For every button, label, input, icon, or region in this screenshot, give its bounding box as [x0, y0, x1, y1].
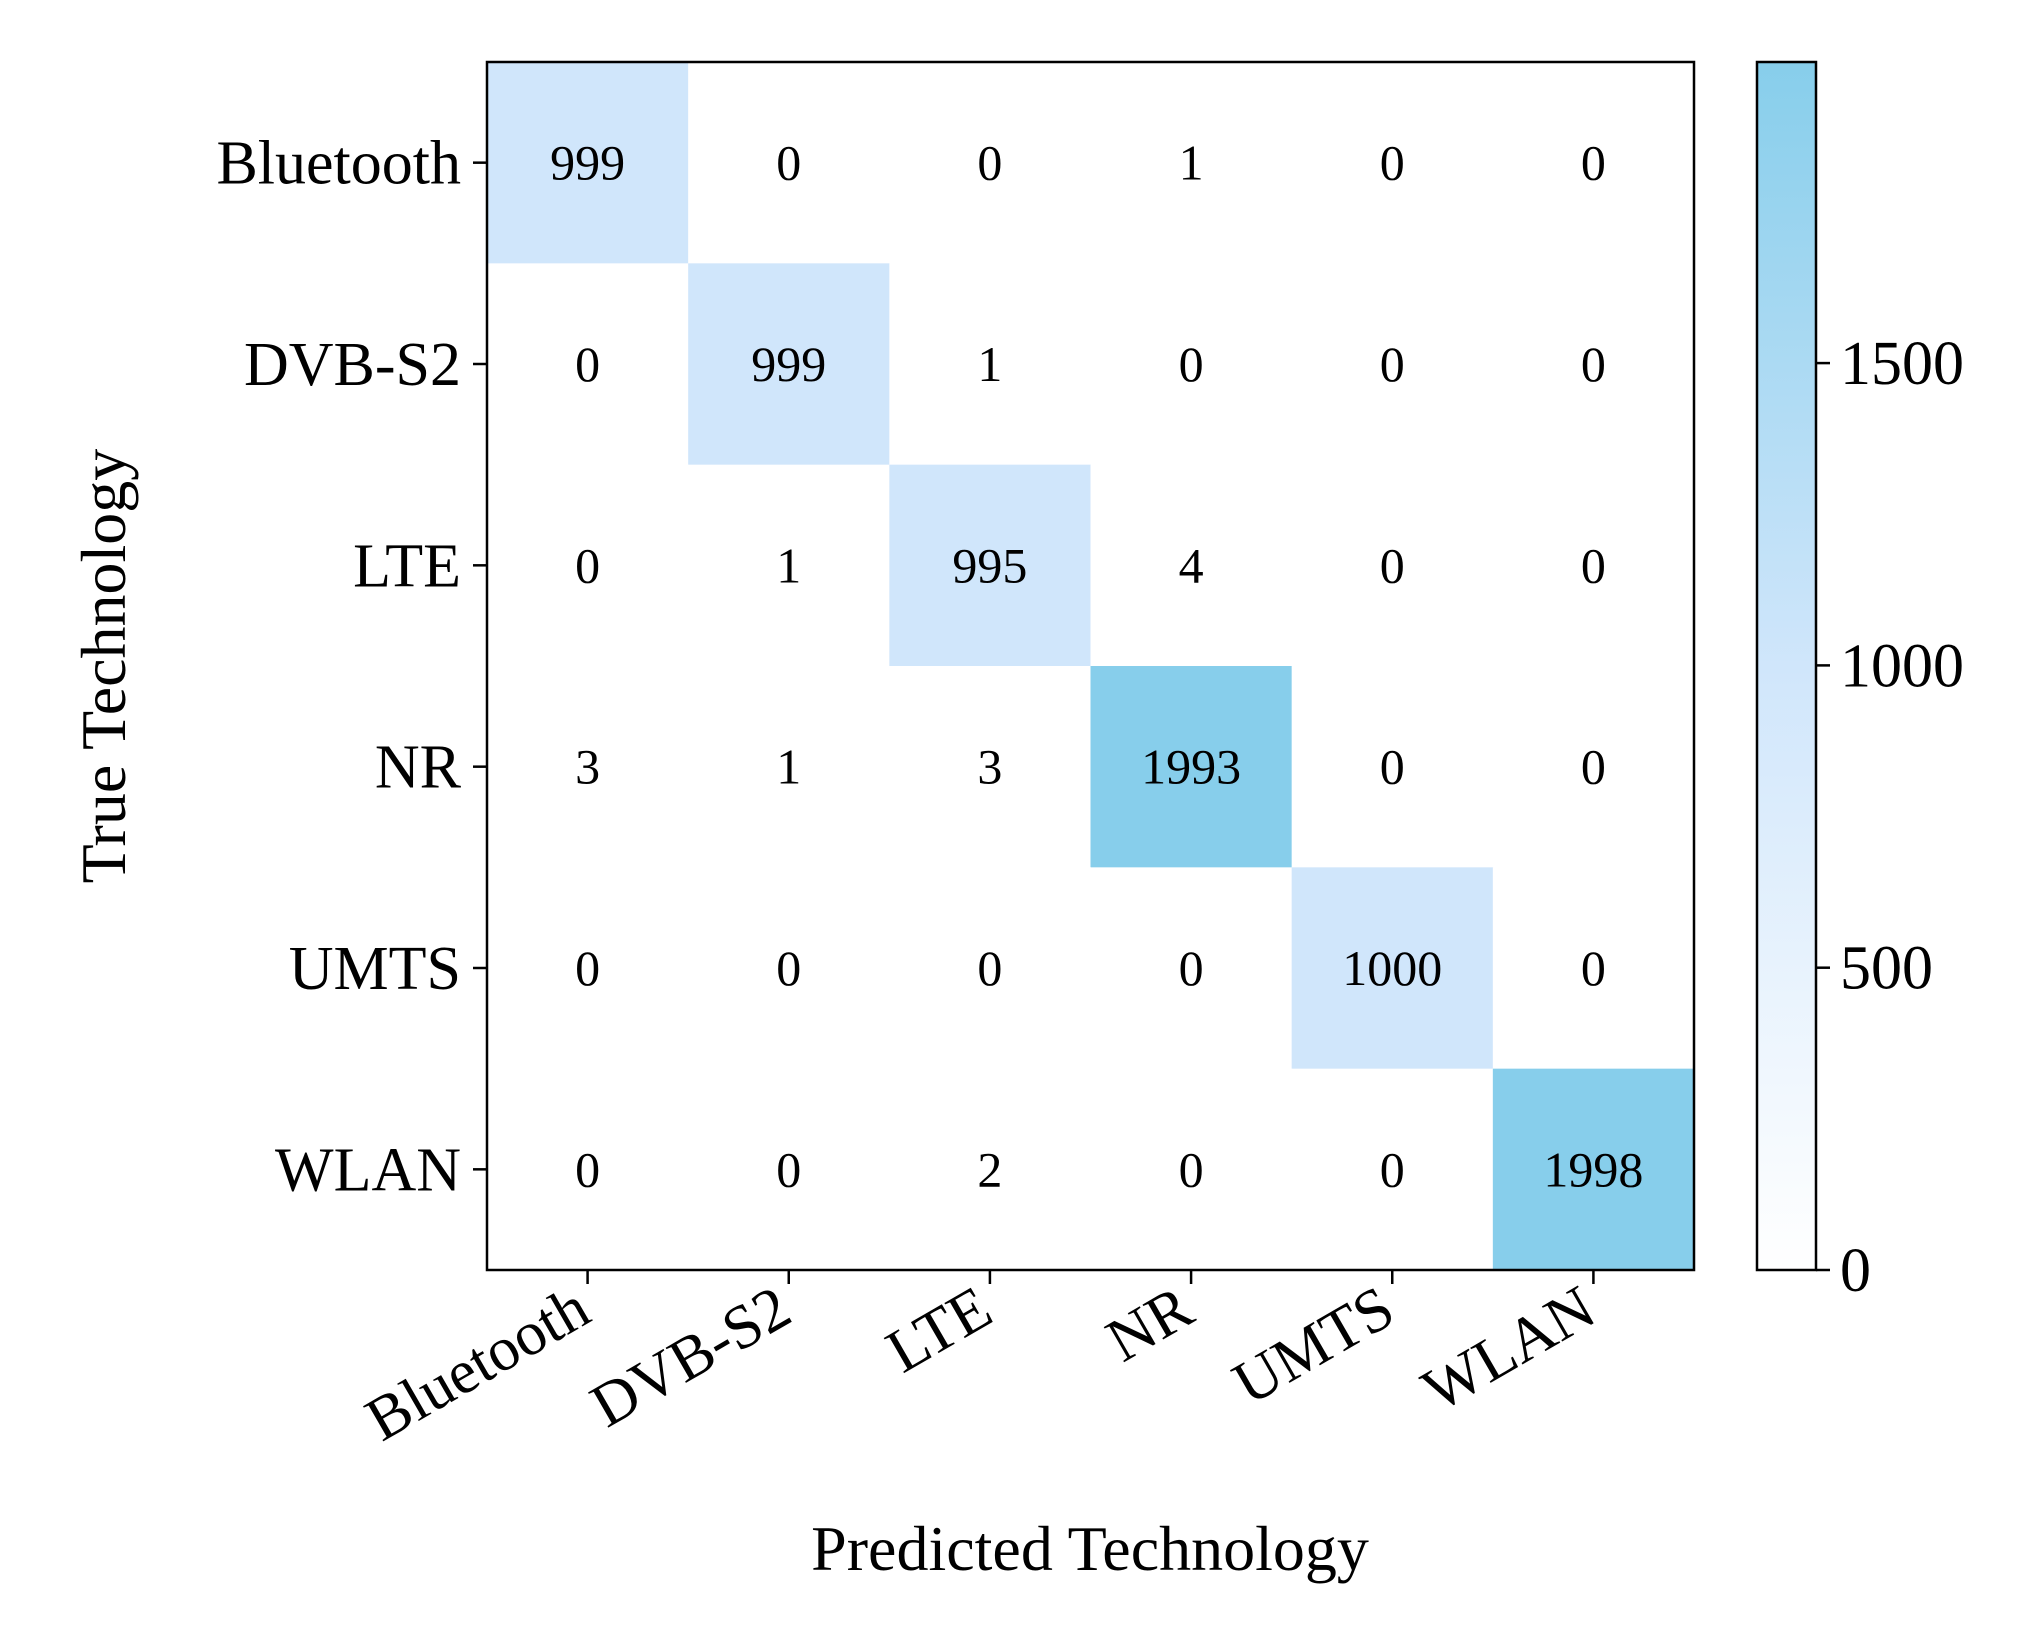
heatmap-cell — [688, 464, 890, 667]
x-axis-label: Predicted Technology — [811, 1513, 1369, 1584]
cell-value-label: 0 — [1179, 336, 1204, 392]
cell-value-label: 995 — [952, 537, 1027, 593]
colorbar — [1755, 60, 1818, 1272]
heatmap-cell — [688, 1068, 890, 1271]
heatmap-cell — [1090, 464, 1293, 667]
cell-value-label: 1 — [776, 537, 801, 593]
cell-value-label: 0 — [575, 537, 600, 593]
heatmap-cell — [688, 62, 890, 264]
colorbar-tick-label: 500 — [1840, 935, 1933, 1003]
y-axis-label: True Technology — [68, 449, 139, 884]
heatmap-cell — [688, 666, 890, 868]
y-tick-label: Bluetooth — [216, 130, 461, 198]
x-tick-label: LTE — [875, 1273, 1002, 1386]
x-tick-label: Bluetooth — [355, 1273, 601, 1454]
cell-value-label: 0 — [1581, 940, 1606, 996]
cell-value-label: 999 — [550, 135, 625, 191]
heatmap-cell — [1090, 62, 1293, 264]
colorbar-tick-label: 1000 — [1840, 632, 1964, 700]
heatmap-cell — [1090, 666, 1293, 868]
heatmap-cell — [688, 263, 890, 466]
colorbar-tick-label: 0 — [1840, 1237, 1871, 1305]
cell-value-label: 3 — [977, 739, 1002, 795]
y-tick-label: LTE — [353, 532, 461, 600]
cell-value-label: 2 — [977, 1141, 1002, 1197]
y-tick-label: NR — [375, 734, 462, 802]
x-tick-label: WLAN — [1411, 1273, 1606, 1425]
heatmap-cell — [1492, 464, 1695, 667]
heatmap-cell — [487, 263, 689, 466]
y-tick-label: UMTS — [289, 935, 461, 1003]
cell-value-label: 0 — [1380, 739, 1405, 795]
y-tick-label: DVB-S2 — [244, 331, 461, 399]
heatmap-cell — [487, 666, 689, 868]
cell-value-label: 0 — [1581, 739, 1606, 795]
cell-value-label: 1993 — [1141, 739, 1241, 795]
cell-value-label: 1 — [776, 739, 801, 795]
cell-value-label: 4 — [1179, 537, 1204, 593]
cell-value-label: 0 — [1380, 336, 1405, 392]
heatmap-cell — [1090, 1068, 1293, 1271]
heatmap-cell — [1291, 867, 1494, 1070]
heatmap-cell — [487, 464, 689, 667]
cell-value-label: 0 — [1380, 537, 1405, 593]
heatmap-cell — [889, 62, 1091, 264]
heatmap-cell — [889, 666, 1091, 868]
heatmap-cell — [1291, 62, 1494, 264]
heatmap-cells: 999 0 0 1 0 00 999 1 0 0 00 1 995 4 0 03 1 3 1993 0 00 0 0 0 100… — [487, 62, 1695, 1271]
heatmap-cell — [487, 867, 689, 1070]
x-tick-label: UMTS — [1222, 1273, 1405, 1418]
x-tick-label: NR — [1095, 1273, 1204, 1375]
colorbar-ticks: 0 500 1000 1500 — [1816, 330, 1964, 1305]
cell-value-label: 3 — [575, 739, 600, 795]
colorbar-tick-label: 1500 — [1840, 330, 1964, 398]
cell-value-label: 0 — [776, 135, 801, 191]
heatmap-cell — [1291, 263, 1494, 466]
cell-value-label: 0 — [977, 940, 1002, 996]
cell-value-label: 0 — [1581, 336, 1606, 392]
heatmap-cell — [889, 464, 1091, 667]
heatmap-cell — [1291, 666, 1494, 868]
cell-value-label: 0 — [1179, 940, 1204, 996]
heatmap-cell — [889, 1068, 1091, 1271]
heatmap-cell — [487, 62, 689, 264]
y-axis: Bluetooth DVB-S2 LTE NR UMTS WLAN — [216, 130, 487, 1204]
cell-value-label: 0 — [1380, 1141, 1405, 1197]
y-tick-label: WLAN — [275, 1136, 461, 1204]
cell-value-label: 0 — [575, 336, 600, 392]
heatmap-cell — [487, 1068, 689, 1271]
cell-value-label: 0 — [776, 1141, 801, 1197]
heatmap-cell — [889, 867, 1091, 1070]
heatmap-cell — [1291, 464, 1494, 667]
cell-value-label: 999 — [751, 336, 826, 392]
cell-value-label: 0 — [1581, 135, 1606, 191]
cell-value-label: 0 — [1581, 537, 1606, 593]
cell-value-label: 0 — [776, 940, 801, 996]
heatmap-cell — [1090, 263, 1293, 466]
heatmap-cell — [1492, 1068, 1695, 1271]
plot-frame — [485, 60, 1696, 1272]
cell-value-label: 1 — [1179, 135, 1204, 191]
cell-value-label: 1998 — [1543, 1141, 1643, 1197]
heatmap-cell — [688, 867, 890, 1070]
heatmap-cell — [1291, 1068, 1494, 1271]
heatmap-cell — [1492, 867, 1695, 1070]
heatmap-cell — [1492, 62, 1695, 264]
cell-value-label: 1000 — [1342, 940, 1442, 996]
cell-value-label: 0 — [1380, 135, 1405, 191]
cell-value-label: 0 — [575, 1141, 600, 1197]
cell-value-label: 0 — [575, 940, 600, 996]
cell-value-label: 0 — [977, 135, 1002, 191]
heatmap-cell — [1090, 867, 1293, 1070]
cell-value-label: 0 — [1179, 1141, 1204, 1197]
cell-value-label: 1 — [977, 336, 1002, 392]
x-tick-label: DVB-S2 — [580, 1273, 802, 1440]
heatmap-cell — [1492, 666, 1695, 868]
heatmap-cell — [889, 263, 1091, 466]
heatmap-cell — [1492, 263, 1695, 466]
